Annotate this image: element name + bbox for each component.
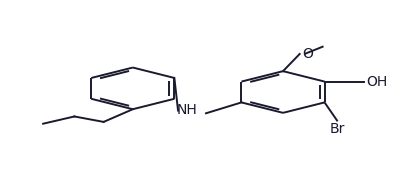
Text: NH: NH [177,103,197,117]
Text: O: O [302,47,312,61]
Text: Br: Br [329,122,345,136]
Text: OH: OH [366,75,387,89]
